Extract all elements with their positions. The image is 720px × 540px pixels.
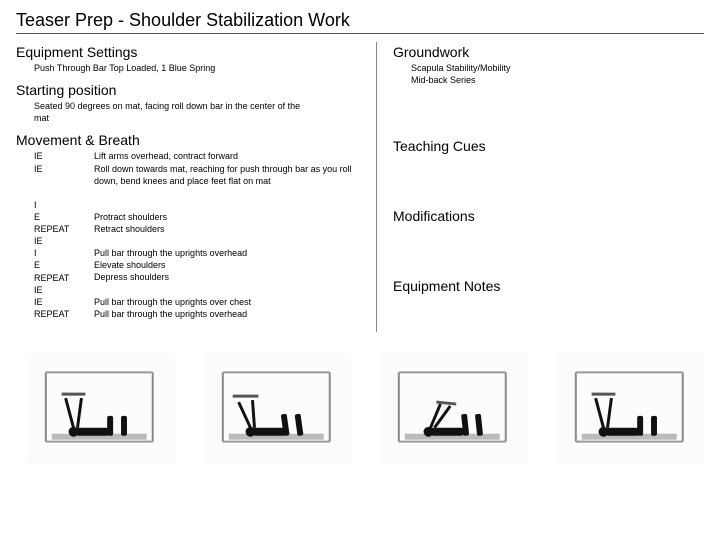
mb-desc: Lift arms overhead, contract forward [94, 150, 364, 162]
mb-desc [94, 199, 364, 211]
left-column: Equipment Settings Push Through Bar Top … [16, 42, 376, 332]
exercise-image-1 [26, 354, 175, 464]
mb-cue: IE [34, 163, 94, 175]
exercise-image-3 [379, 354, 528, 464]
mb-desc: Pull bar through the uprights overhead [94, 308, 364, 320]
mb-cue: IE [34, 284, 94, 296]
mb-cue: E [34, 211, 94, 223]
mb-desc: Protract shoulders [94, 211, 364, 223]
mb-desc: Pull bar through the uprights overhead [94, 247, 364, 259]
mb-desc [94, 235, 364, 247]
mb-cue [34, 175, 94, 187]
heading-movement-breath: Movement & Breath [16, 132, 364, 148]
heading-equipment-notes: Equipment Notes [393, 278, 676, 294]
mb-cue: REPEAT [34, 272, 94, 284]
mb-desc: Retract shoulders [94, 223, 364, 235]
page-title: Teaser Prep - Shoulder Stabilization Wor… [16, 10, 704, 34]
mb-desc: Roll down towards mat, reaching for push… [94, 163, 364, 187]
mb-cue: REPEAT [34, 308, 94, 320]
mb-cue: E [34, 259, 94, 271]
starting-position-text: Seated 90 degrees on mat, facing roll do… [16, 100, 316, 124]
mb-cue: IE [34, 296, 94, 308]
mb-desc: Pull bar through the uprights over chest [94, 296, 364, 308]
mb-desc [94, 187, 364, 199]
heading-groundwork: Groundwork [393, 44, 676, 60]
exercise-image-4 [556, 354, 705, 464]
heading-teaching-cues: Teaching Cues [393, 138, 676, 154]
mb-cue: I [34, 199, 94, 211]
mb-desc: Elevate shoulders [94, 259, 364, 271]
heading-starting-position: Starting position [16, 82, 364, 98]
mb-cue: REPEAT [34, 223, 94, 235]
movement-breath-table: IEIEIEREPEATIEIEREPEATIEIEREPEAT Lift ar… [16, 150, 364, 331]
mb-desc [94, 320, 364, 332]
mb-desc [94, 284, 364, 296]
mb-cue: I [34, 247, 94, 259]
mb-cue-col: IEIEIEREPEATIEIEREPEATIEIEREPEAT [34, 150, 94, 331]
exercise-images-row [16, 354, 704, 464]
equipment-settings-text: Push Through Bar Top Loaded, 1 Blue Spri… [16, 62, 364, 74]
mb-cue: IE [34, 235, 94, 247]
heading-equipment-settings: Equipment Settings [16, 44, 364, 60]
mb-cue [34, 187, 94, 199]
exercise-image-2 [203, 354, 352, 464]
right-column: Groundwork Scapula Stability/Mobility Mi… [376, 42, 676, 332]
mb-desc: Depress shoulders [94, 271, 364, 283]
groundwork-line-0: Scapula Stability/Mobility [393, 62, 676, 74]
groundwork-line-1: Mid-back Series [393, 74, 676, 86]
heading-modifications: Modifications [393, 208, 676, 224]
content-columns: Equipment Settings Push Through Bar Top … [16, 42, 704, 332]
mb-cue: IE [34, 150, 94, 162]
mb-desc-col: Lift arms overhead, contract forwardRoll… [94, 150, 364, 331]
